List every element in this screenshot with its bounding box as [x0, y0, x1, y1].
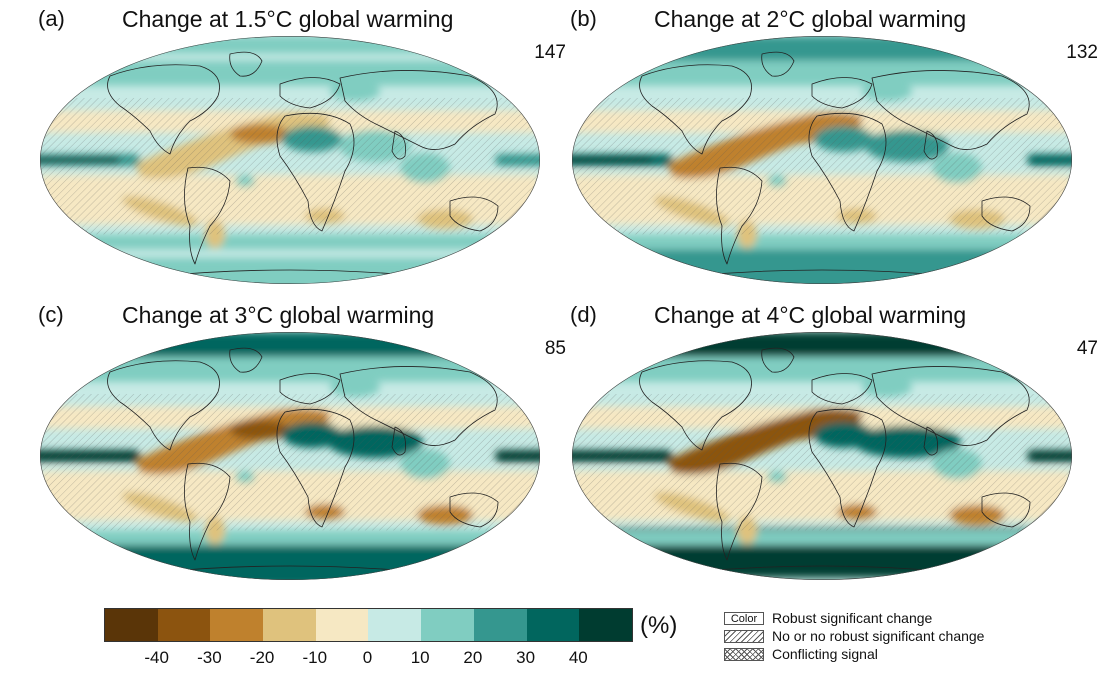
legend-robust: Color Robust significant change — [724, 609, 984, 627]
colorbar-tick-label: -10 — [302, 648, 328, 667]
world-map — [570, 34, 1074, 286]
panel-model-count: 85 — [544, 338, 566, 359]
map-panel: (d) Change at 4°C global warming 47 — [570, 302, 1100, 602]
colorbar-tick-label: 30 — [516, 648, 536, 667]
panel-title: Change at 4°C global warming — [654, 302, 967, 328]
precipitation-field — [572, 332, 1072, 580]
panel-title: Change at 1.5°C global warming — [122, 6, 454, 32]
colorbar-tick-label: 20 — [463, 648, 483, 667]
colorbar-swatch — [157, 609, 211, 641]
map-panel: (c) Change at 3°C global warming 85 — [38, 302, 578, 602]
map-panel: (a) Change at 1.5°C global warming 147 — [38, 6, 578, 306]
panel-model-count: 132 — [1066, 42, 1098, 63]
colorbar-tick-label: -30 — [197, 648, 222, 667]
colorbar-swatch — [421, 609, 474, 641]
colorbar-unit: (%) — [640, 612, 678, 639]
coastline — [107, 51, 499, 277]
colorbar-swatch — [263, 609, 316, 641]
colorbar-swatch — [210, 609, 264, 641]
panel-letter: (d) — [570, 302, 597, 327]
precipitation-field — [40, 332, 540, 580]
panel-title: Change at 2°C global warming — [654, 6, 967, 32]
legend-no-robust-label: No or no robust significant change — [772, 628, 985, 644]
colorbar-swatch — [579, 609, 632, 641]
panel-model-count: 147 — [534, 42, 566, 63]
legend-cross-hatch-box — [724, 647, 764, 661]
world-map — [570, 330, 1074, 582]
colorbar-tick-label: -40 — [144, 648, 169, 667]
panel-letter: (b) — [570, 6, 597, 31]
legend-no-robust: No or no robust significant change — [724, 627, 984, 645]
world-map — [38, 330, 542, 582]
coastline — [639, 347, 1031, 573]
panel-model-count: 47 — [1076, 338, 1098, 359]
precipitation-field — [40, 36, 540, 284]
colorbar-swatch — [315, 609, 369, 641]
legend-color-box: Color — [724, 611, 764, 625]
world-map — [38, 34, 542, 286]
legend-conflicting: Conflicting signal — [724, 645, 984, 663]
hatching-legend: Color Robust significant change No or no… — [724, 609, 984, 663]
precipitation-field — [572, 36, 1072, 284]
colorbar-tick-label: 40 — [568, 648, 588, 667]
panel-letter: (a) — [38, 6, 65, 31]
colorbar — [104, 608, 633, 642]
coastline — [639, 51, 1031, 277]
colorbar-swatch — [105, 609, 158, 641]
map-panel: (b) Change at 2°C global warming 132 — [570, 6, 1100, 306]
colorbar-swatch — [368, 609, 422, 641]
colorbar-swatch — [473, 609, 527, 641]
legend-robust-label: Robust significant change — [772, 610, 933, 626]
coastline — [107, 347, 499, 573]
legend-conflicting-label: Conflicting signal — [772, 646, 878, 662]
colorbar-swatch — [526, 609, 580, 641]
colorbar-tick-label: -20 — [249, 648, 275, 667]
colorbar-tick-label: 10 — [410, 648, 430, 667]
colorbar-tick-label: 0 — [362, 648, 373, 667]
panel-letter: (c) — [38, 302, 64, 327]
panel-title: Change at 3°C global warming — [122, 302, 435, 328]
legend-single-hatch-box — [724, 629, 764, 643]
